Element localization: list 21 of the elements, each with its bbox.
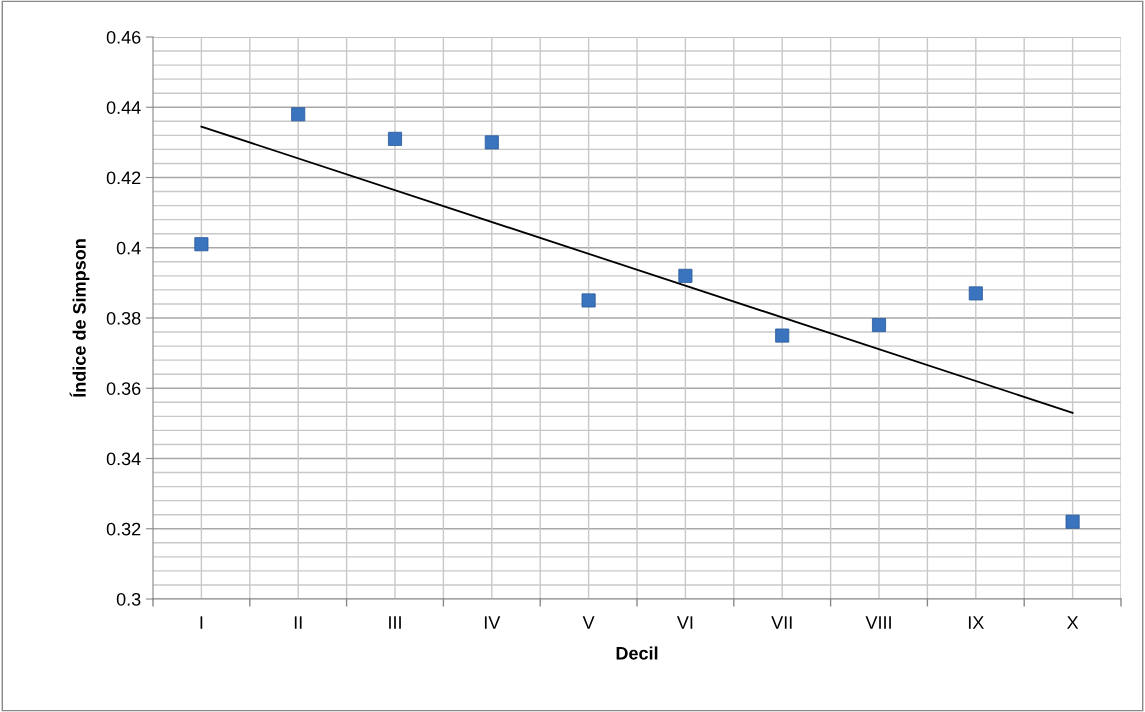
y-tick-label: 0.34 [106, 452, 141, 466]
y-tick-label: 0.3 [116, 592, 141, 606]
y-tick-label: 0.32 [106, 522, 141, 536]
x-axis-title: Decil [616, 646, 658, 660]
y-tick-label: 0.38 [106, 311, 141, 325]
x-tick-label: IX [968, 616, 984, 629]
y-tick-label: 0.44 [106, 101, 141, 114]
x-tick-label: VI [676, 616, 693, 629]
y-tick-label: 0.46 [106, 30, 141, 44]
x-tick-label: V [582, 616, 595, 629]
y-axis-title: Índice de Simpson [69, 239, 90, 397]
x-tick-label: I [200, 616, 203, 629]
y-tick-label: 0.4 [116, 241, 141, 255]
x-tick-label: VIII [865, 616, 891, 629]
y-tick-label: 0.36 [106, 382, 141, 395]
x-tick-label: X [1066, 616, 1079, 629]
x-tick-label: VII [771, 616, 792, 629]
x-tick-label: IV [484, 616, 501, 629]
x-tick-label: III [389, 616, 401, 629]
y-tick-label: 0.42 [106, 171, 141, 185]
x-tick-label: II [294, 616, 302, 629]
